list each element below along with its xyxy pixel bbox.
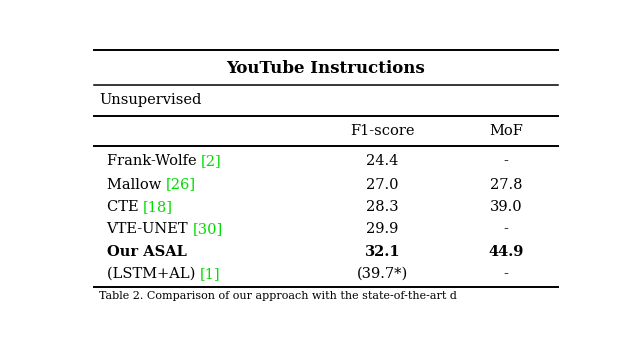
Text: 32.1: 32.1 — [365, 245, 401, 259]
Text: [1]: [1] — [200, 267, 220, 281]
Text: Frank-Wolfe: Frank-Wolfe — [107, 154, 201, 168]
Text: [2]: [2] — [201, 154, 221, 168]
Text: (LSTM+AL): (LSTM+AL) — [107, 267, 200, 281]
Text: (39.7*): (39.7*) — [357, 267, 408, 281]
Text: 44.9: 44.9 — [488, 245, 523, 259]
Text: [18]: [18] — [143, 200, 173, 214]
Text: [30]: [30] — [193, 222, 223, 236]
Text: 39.0: 39.0 — [490, 200, 522, 214]
Text: VTE-UNET: VTE-UNET — [107, 222, 193, 236]
Text: 27.8: 27.8 — [490, 177, 522, 192]
Text: YouTube Instructions: YouTube Instructions — [226, 60, 425, 77]
Text: -: - — [504, 267, 508, 281]
Text: Our ASAL: Our ASAL — [107, 245, 186, 259]
Text: 24.4: 24.4 — [366, 154, 399, 168]
Text: [26]: [26] — [165, 177, 196, 192]
Text: MoF: MoF — [489, 124, 523, 138]
Text: Mallow: Mallow — [107, 177, 165, 192]
Text: F1-score: F1-score — [350, 124, 415, 138]
Text: -: - — [504, 222, 508, 236]
Text: 28.3: 28.3 — [366, 200, 399, 214]
Text: CTE: CTE — [107, 200, 143, 214]
Text: 27.0: 27.0 — [366, 177, 399, 192]
Text: Unsupervised: Unsupervised — [99, 93, 202, 107]
Text: -: - — [504, 154, 508, 168]
Text: Table 2. Comparison of our approach with the state-of-the-art d: Table 2. Comparison of our approach with… — [99, 291, 457, 301]
Text: 29.9: 29.9 — [366, 222, 399, 236]
